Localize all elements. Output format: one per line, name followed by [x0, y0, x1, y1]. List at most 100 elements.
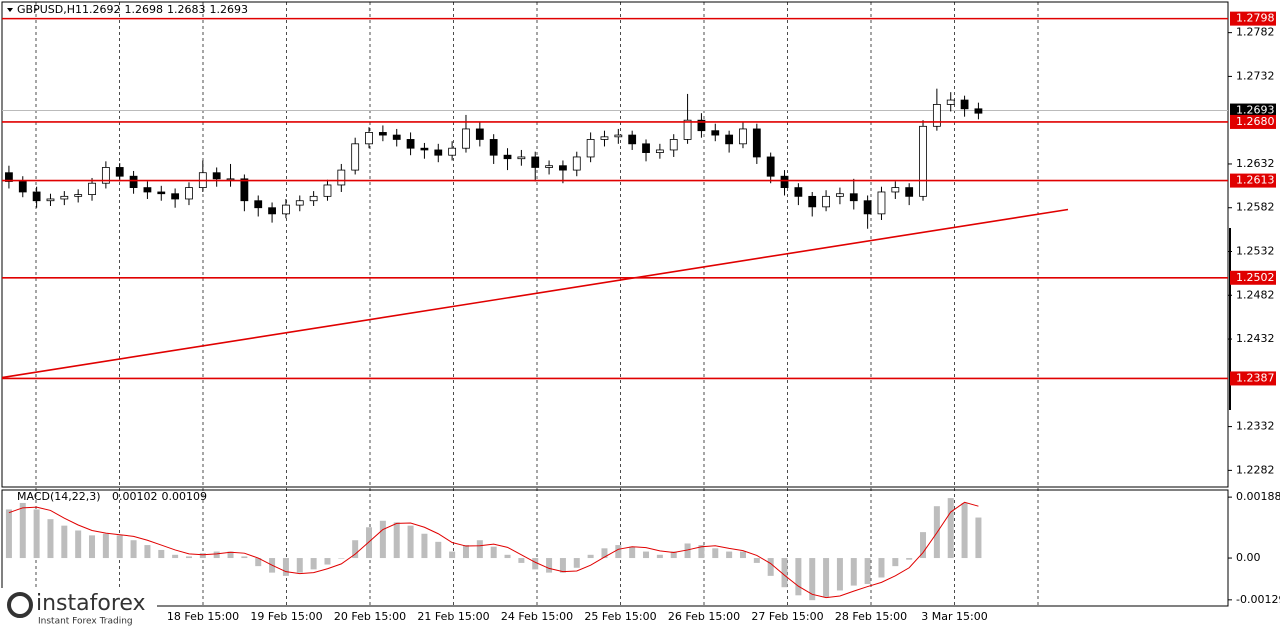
macd-bar	[227, 551, 234, 559]
candle-body	[655, 149, 664, 153]
macd-bar	[753, 558, 760, 563]
candle-body	[849, 193, 858, 202]
macd-bar	[823, 558, 830, 597]
y-tick-label: 1.2532	[1236, 245, 1275, 258]
candle-body	[572, 156, 581, 171]
candle-body	[531, 156, 540, 168]
x-tick-label: 25 Feb 15:00	[584, 610, 656, 623]
candle-body	[351, 143, 360, 171]
readout-value: 0.00102	[112, 490, 158, 503]
signal-line	[8, 501, 979, 599]
macd-bar	[144, 545, 151, 559]
macd-bar	[670, 551, 677, 559]
current-price-box	[1230, 103, 1276, 118]
macd-bar	[809, 558, 816, 601]
macd-bar	[767, 558, 774, 576]
macd-bar	[435, 541, 442, 559]
macd-bar	[601, 548, 608, 559]
level-label: 1.2680	[1236, 115, 1275, 128]
indicator-panel	[1, 489, 1229, 607]
candle-body	[794, 187, 803, 197]
candle-body	[739, 128, 747, 145]
macd-bar	[33, 509, 40, 559]
indicator-readout: 0.00102 0.00109	[112, 490, 207, 503]
candle-body	[420, 147, 429, 151]
level-box	[1230, 270, 1276, 285]
candle-body	[628, 134, 637, 145]
y-tick-label: 1.2432	[1236, 332, 1275, 345]
candle-body	[378, 132, 387, 136]
candle-body	[323, 184, 332, 197]
candle-body	[960, 99, 969, 110]
macd-bar	[975, 517, 982, 559]
macd-bar	[255, 558, 262, 567]
macd-bar	[199, 553, 206, 559]
macd-bar	[462, 545, 469, 559]
x-tick-label: 24 Feb 15:00	[501, 610, 573, 623]
macd-bar	[421, 533, 428, 559]
macd-bar	[864, 558, 871, 584]
price-panel	[1, 1, 1229, 488]
macd-bar	[698, 545, 705, 559]
candle-body	[406, 139, 415, 149]
x-tick-label: 21 Feb 15:00	[417, 610, 489, 623]
macd-bar	[615, 545, 622, 559]
quote: 1.2692 1.2698 1.2683 1.2693	[82, 3, 248, 16]
macd-bar	[324, 558, 331, 565]
y-tick-label: 1.2732	[1236, 69, 1275, 82]
macd-bar	[850, 558, 857, 586]
macd-bar	[379, 520, 386, 559]
macd-bar	[892, 558, 899, 567]
quote-value: 1.2692	[82, 3, 121, 16]
level-label: 1.2798	[1236, 12, 1275, 25]
macd-bar	[282, 558, 289, 576]
macd-bar	[878, 558, 885, 578]
candle-body	[711, 130, 720, 136]
candle-body	[932, 104, 941, 127]
quote-value: 1.2693	[210, 3, 249, 16]
current-price-label: 1.2693	[1236, 104, 1275, 117]
candle-body	[226, 178, 235, 181]
candle-body	[586, 139, 595, 158]
macd-bar	[172, 554, 179, 559]
candle-body	[129, 175, 138, 188]
candle-body	[766, 156, 775, 177]
candle-body	[365, 132, 373, 145]
candle-body	[517, 156, 526, 160]
candle-body	[489, 139, 498, 156]
macd-bar	[573, 558, 580, 568]
candle-body	[614, 134, 623, 138]
macd-bar	[712, 548, 719, 559]
macd-bar	[61, 525, 68, 559]
level-box	[1230, 11, 1276, 26]
candle-body	[891, 187, 900, 193]
macd-bar	[75, 530, 82, 559]
candle-body	[171, 193, 180, 200]
candle-body	[877, 191, 886, 215]
y-tick-label: -0.00129	[1236, 593, 1280, 606]
macd-bar	[546, 558, 553, 573]
candle-body	[5, 172, 13, 182]
x-tick-label: 26 Feb 15:00	[668, 610, 740, 623]
candle-body	[822, 195, 830, 208]
macd-bar	[906, 558, 913, 560]
y-tick-label: 1.2282	[1236, 463, 1275, 476]
macd-bar	[338, 558, 345, 559]
candle-body	[559, 165, 567, 171]
macd-bar	[559, 558, 566, 573]
level-box	[1230, 114, 1276, 129]
macd-bar	[795, 558, 802, 596]
x-tick-label: 3 Mar 15:00	[921, 610, 987, 623]
macd-bar	[158, 549, 165, 559]
macd-bar	[185, 556, 192, 559]
candle-body	[309, 195, 318, 202]
candle-body	[697, 119, 706, 132]
macd-bar	[947, 498, 954, 559]
logo-icon	[7, 592, 33, 618]
candle-body	[295, 200, 304, 206]
candle-body	[946, 99, 955, 105]
logo-tagline: Instant Forex Trading	[38, 617, 133, 627]
candle-body	[503, 154, 512, 160]
macd-bar	[490, 546, 497, 559]
